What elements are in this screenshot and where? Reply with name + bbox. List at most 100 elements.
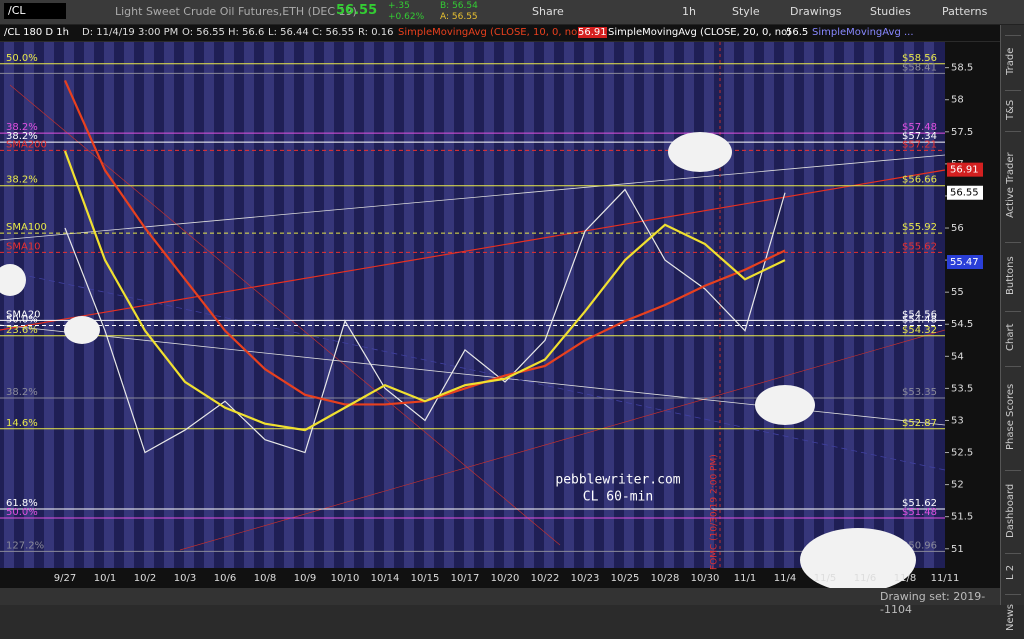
highlight [668, 132, 732, 172]
price-axis [945, 42, 1000, 568]
stripe [304, 42, 314, 568]
y-tick-label: 58 [951, 95, 964, 106]
chart-header: /CL 180 D 1h D: 11/4/19 3:00 PM O: 56.55… [0, 25, 1000, 41]
stripe [884, 42, 894, 568]
drawings-button[interactable]: Drawings [790, 5, 842, 18]
x-tick-label: 10/8 [254, 573, 276, 584]
stripe [124, 42, 134, 568]
level-label: $56.66 [902, 175, 937, 186]
sidebar-tab[interactable]: Buttons [1005, 242, 1021, 308]
highlight [0, 264, 26, 296]
stripe [404, 42, 414, 568]
stripe [604, 42, 614, 568]
stripe [484, 42, 494, 568]
chart: $58.56 50.0% $58.41 $57.48 38.2% $57.34 38.2% $… [0, 42, 1000, 588]
highlight [800, 528, 916, 588]
level-left-label: 38.2% [6, 387, 38, 398]
sidebar: Trade T&S Active Trader Buttons Chart Phase S… [1000, 25, 1024, 639]
level-label: $55.62 [902, 241, 937, 252]
description: Light Sweet Crude Oil Futures,ETH (DEC 1… [115, 5, 357, 18]
stripe [544, 42, 554, 568]
change-pct: +0.62% [388, 12, 425, 22]
y-tick-label: 51 [951, 544, 964, 555]
footer: Drawing set: 2019--1104 [0, 588, 1000, 616]
stripe [844, 42, 854, 568]
x-tick-label: 10/20 [491, 573, 520, 584]
stripe [464, 42, 474, 568]
stripe [84, 42, 94, 568]
x-tick-label: 11/6 [854, 573, 876, 584]
sidebar-tab[interactable]: Dashboard [1005, 470, 1021, 550]
event-label: FOMC (10/30/19 2:00 PM) [710, 454, 720, 570]
stripe [744, 42, 754, 568]
stripe [424, 42, 434, 568]
study-name: SimpleMovingAvg (CLOSE, 10, 0, no) [398, 27, 582, 38]
stripe [164, 42, 174, 568]
y-tick-label: 56 [951, 223, 964, 234]
stripe [804, 42, 814, 568]
stripe [684, 42, 694, 568]
highlight [64, 316, 100, 344]
x-tick-label: 10/25 [611, 573, 640, 584]
series-line [63, 150, 786, 432]
stripe [244, 42, 254, 568]
y-tick-label: 55 [951, 287, 964, 298]
stripe [864, 42, 874, 568]
x-tick-label: 10/9 [294, 573, 316, 584]
interval-button[interactable]: 1h [682, 5, 696, 18]
stripe [904, 42, 914, 568]
patterns-button[interactable]: Patterns [942, 5, 988, 18]
style-button[interactable]: Style [732, 5, 760, 18]
low: L: 56.44 [268, 27, 309, 38]
stripe [64, 42, 74, 568]
sidebar-tab[interactable]: News [1005, 594, 1021, 639]
x-tick-label: 10/2 [134, 573, 156, 584]
price-tag-label: 56.55 [950, 188, 979, 199]
change: +.35 [388, 1, 410, 11]
sidebar-tab[interactable]: T&S [1005, 90, 1021, 128]
close: C: 56.55 [312, 27, 355, 38]
level-label: $57.48 [902, 122, 937, 133]
level-left-label: 50.0% [6, 315, 38, 326]
stripe [524, 42, 534, 568]
x-tick-label: 10/30 [691, 573, 720, 584]
level-left-label: 23.6% [6, 325, 38, 336]
stripe [24, 42, 34, 568]
highlight [755, 385, 815, 425]
stripe [284, 42, 294, 568]
sidebar-tab[interactable]: Chart [1005, 311, 1021, 363]
x-tick-label: 10/28 [651, 573, 680, 584]
level-left-label: 14.6% [6, 418, 38, 429]
x-tick-label: 10/10 [331, 573, 360, 584]
x-tick-label: 10/23 [571, 573, 600, 584]
open: O: 56.55 [182, 27, 225, 38]
studies-button[interactable]: Studies [870, 5, 911, 18]
x-tick-label: 11/8 [894, 573, 916, 584]
symbol-input[interactable]: /CL [4, 3, 66, 19]
price-tag [947, 185, 983, 200]
sidebar-tab[interactable]: Trade [1005, 35, 1021, 87]
price-tag-label: 56.91 [950, 165, 979, 176]
study-name: SimpleMovingAvg (CLOSE, 20, 0, no) [608, 27, 792, 38]
share-button[interactable]: Share [532, 5, 564, 18]
stripe [644, 42, 654, 568]
sidebar-tab[interactable]: L 2 [1005, 553, 1021, 591]
series-line [64, 188, 786, 454]
sidebar-tab[interactable]: Active Trader [1005, 131, 1021, 239]
drawing-set[interactable]: Drawing set: 2019--1104 [880, 590, 986, 616]
level-label: $54.56 [902, 309, 937, 320]
trendline [179, 329, 946, 551]
stripe [924, 42, 934, 568]
price-tag-label: 55.47 [950, 257, 979, 268]
level-label: $54.32 [902, 325, 937, 336]
x-tick-label: 10/6 [214, 573, 236, 584]
level-left-label: SMA100 [6, 222, 47, 233]
x-tick-label: 10/17 [451, 573, 480, 584]
sidebar-tab[interactable]: Phase Scores [1005, 366, 1021, 467]
trendline [0, 269, 946, 471]
level-left-label: 38.2% [6, 131, 38, 142]
y-tick-label: 53 [951, 415, 964, 426]
stripe [764, 42, 774, 568]
y-tick-label: 53.5 [951, 383, 973, 394]
stripe [344, 42, 354, 568]
